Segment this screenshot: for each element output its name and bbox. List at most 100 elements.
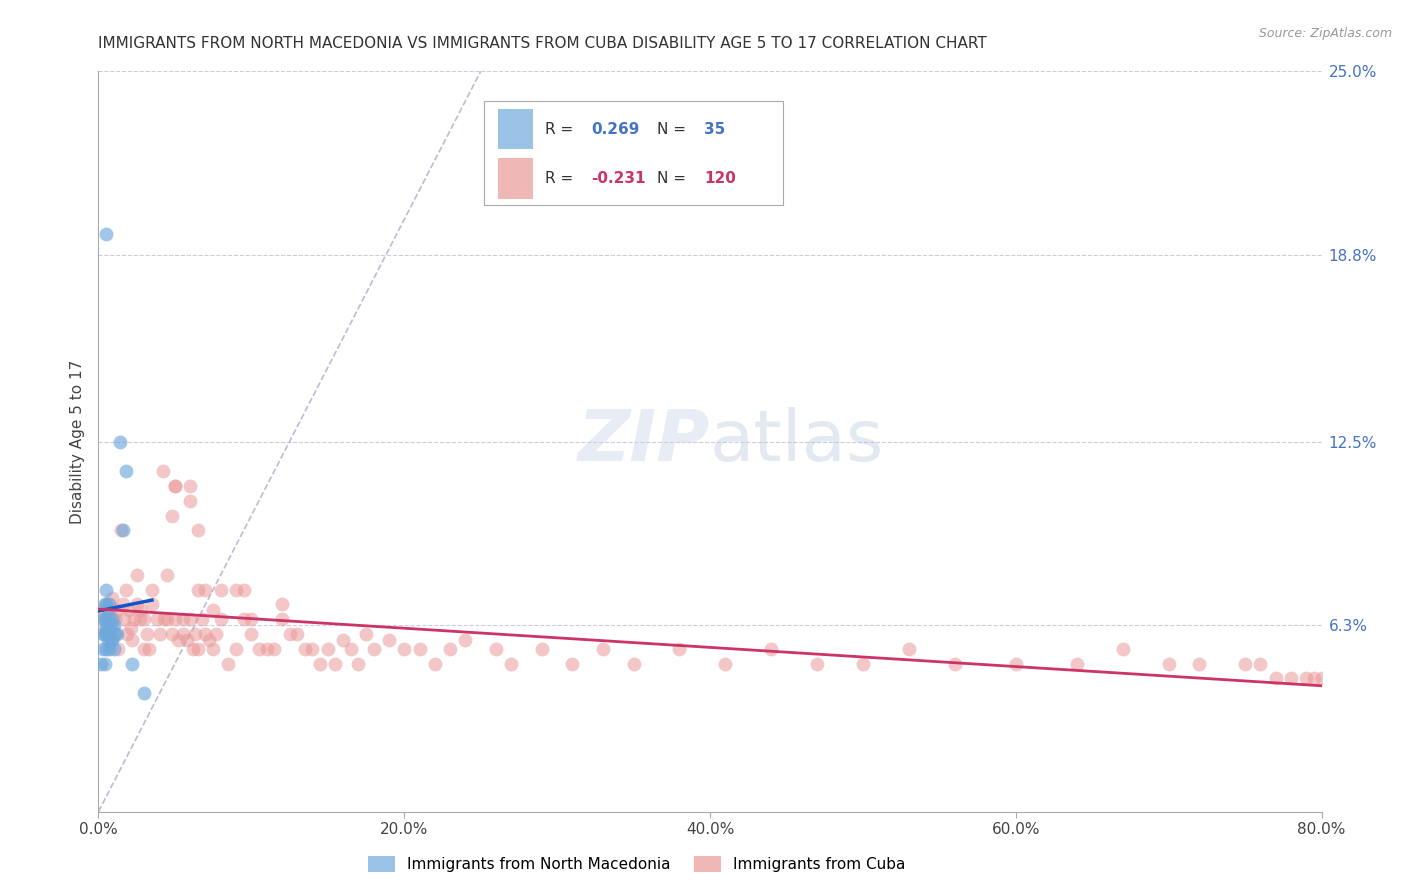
Text: 35: 35: [704, 121, 725, 136]
Point: [94, 621, 117, 635]
Point: [134, 612, 156, 626]
Point: [408, 641, 430, 656]
Point: [101, 591, 124, 606]
Point: [378, 632, 401, 647]
Point: [97, 603, 120, 617]
Point: [145, 612, 167, 626]
Point: [232, 612, 254, 626]
Point: [339, 641, 361, 656]
Point: [167, 632, 190, 647]
Point: [240, 612, 263, 626]
Point: [156, 612, 179, 626]
Point: [179, 479, 201, 493]
Point: [217, 657, 239, 671]
Point: [94, 641, 117, 656]
Point: [156, 567, 179, 582]
Point: [561, 657, 583, 671]
Point: [107, 641, 129, 656]
Point: [205, 627, 228, 641]
Point: [363, 641, 385, 656]
Point: [108, 434, 131, 449]
Point: [423, 657, 446, 671]
Point: [91, 641, 114, 656]
Point: [97, 632, 120, 647]
Point: [93, 598, 115, 612]
Point: [91, 612, 114, 626]
Point: [101, 612, 124, 626]
Point: [90, 657, 112, 671]
Point: [1188, 657, 1211, 671]
Point: [111, 598, 134, 612]
Point: [117, 627, 139, 641]
Point: [285, 627, 308, 641]
Text: atlas: atlas: [710, 407, 884, 476]
Point: [240, 627, 263, 641]
Bar: [498, 159, 533, 199]
Point: [141, 598, 163, 612]
Point: [98, 627, 121, 641]
Point: [191, 612, 214, 626]
Point: [125, 598, 148, 612]
Point: [270, 598, 292, 612]
Point: [501, 657, 523, 671]
Point: [115, 464, 138, 478]
Point: [121, 632, 143, 647]
Point: [163, 612, 186, 626]
Point: [134, 686, 156, 700]
Text: ZIP: ZIP: [578, 407, 710, 476]
Point: [94, 598, 117, 612]
Point: [105, 627, 128, 641]
Point: [1303, 672, 1326, 686]
Point: [112, 612, 135, 626]
Point: [232, 582, 254, 597]
Point: [852, 657, 875, 671]
Point: [301, 641, 323, 656]
Point: [163, 479, 186, 493]
Point: [105, 603, 128, 617]
Point: [187, 524, 209, 538]
Point: [129, 603, 152, 617]
Point: [202, 641, 225, 656]
Point: [278, 627, 301, 641]
Point: [194, 627, 217, 641]
Point: [176, 632, 198, 647]
Point: [94, 627, 117, 641]
Point: [93, 612, 115, 626]
Point: [100, 632, 122, 647]
Text: Source: ZipAtlas.com: Source: ZipAtlas.com: [1258, 27, 1392, 40]
Point: [128, 612, 150, 626]
Point: [354, 627, 377, 641]
Point: [97, 603, 120, 617]
Point: [439, 641, 461, 656]
Text: 0.269: 0.269: [592, 121, 640, 136]
Point: [103, 641, 125, 656]
Point: [179, 612, 201, 626]
Point: [1066, 657, 1088, 671]
Point: [134, 641, 156, 656]
Point: [943, 657, 966, 671]
Point: [100, 618, 122, 632]
Point: [152, 464, 174, 478]
Text: R =: R =: [546, 121, 578, 136]
Point: [179, 493, 201, 508]
Point: [136, 627, 159, 641]
Point: [184, 627, 207, 641]
Point: [98, 641, 121, 656]
Point: [104, 627, 127, 641]
Point: [347, 657, 370, 671]
Point: [897, 641, 920, 656]
Point: [256, 641, 278, 656]
Point: [623, 657, 645, 671]
Point: [714, 657, 737, 671]
Point: [187, 641, 209, 656]
Point: [392, 641, 416, 656]
Point: [160, 508, 183, 523]
Y-axis label: Disability Age 5 to 17: Disability Age 5 to 17: [69, 359, 84, 524]
Point: [294, 641, 316, 656]
Point: [225, 641, 247, 656]
Point: [125, 567, 148, 582]
Point: [270, 612, 292, 626]
Point: [209, 582, 232, 597]
Point: [187, 582, 209, 597]
Point: [668, 641, 690, 656]
